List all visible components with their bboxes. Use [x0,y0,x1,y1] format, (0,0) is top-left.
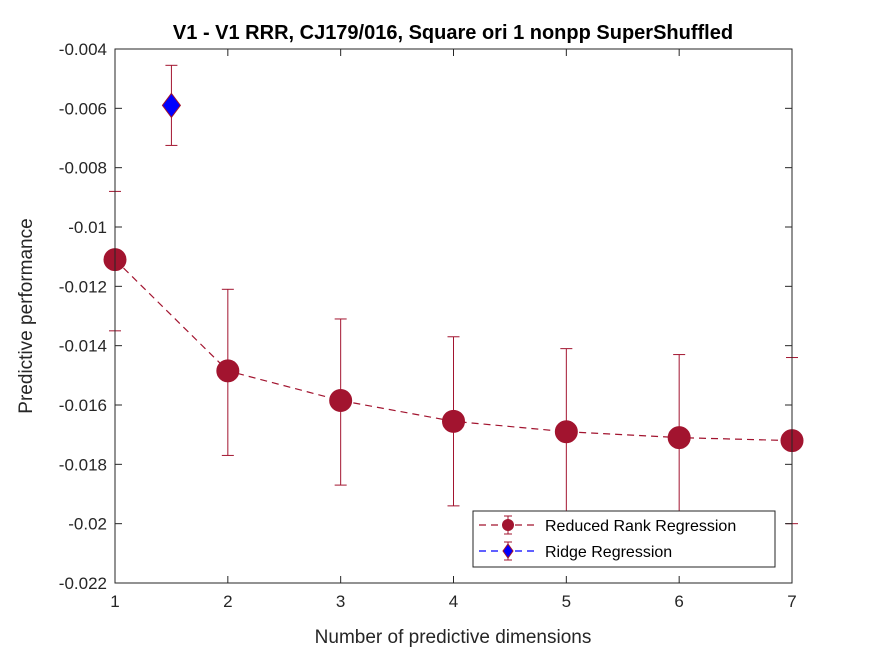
y-tick-label: -0.004 [59,40,107,59]
legend-box [472,510,776,568]
y-tick-label: -0.014 [59,337,107,356]
x-tick-label: 6 [674,592,683,611]
y-tick-label: -0.02 [68,515,107,534]
x-axis-label: Number of predictive dimensions [315,627,592,648]
y-tick-label: -0.012 [59,277,107,296]
y-tick-label: -0.006 [59,99,107,118]
x-tick-label: 4 [449,592,458,611]
legend-label: Ridge Regression [545,544,672,561]
x-tick-label: 7 [787,592,796,611]
y-tick-label: -0.022 [59,574,107,593]
y-tick-label: -0.008 [59,159,107,178]
x-tick-label: 2 [223,592,232,611]
data-point [161,92,182,119]
chart-title: V1 - V1 RRR, CJ179/016, Square ori 1 non… [173,22,733,44]
x-tick-label: 3 [336,592,345,611]
data-point [554,420,578,444]
legend-marker [502,519,514,531]
y-tick-label: -0.018 [59,455,107,474]
legend-marker [502,543,514,559]
y-tick-label: -0.016 [59,396,107,415]
x-tick-label: 5 [562,592,571,611]
legend-label: Reduced Rank Regression [545,518,736,535]
data-point [667,426,691,450]
data-point [216,359,240,383]
y-tick-label: -0.01 [68,218,107,237]
x-tick-label: 1 [110,592,119,611]
legend: Reduced Rank Regression Ridge Regression [472,510,776,568]
data-point [329,389,353,413]
axis-ticks: 1 2 3 4 5 6 7 -0.022 -0.02 -0.018 -0.016 -0.014 -0.0… [59,40,797,611]
data-point [442,409,465,433]
y-axis-label: Predictive performance [16,218,37,413]
